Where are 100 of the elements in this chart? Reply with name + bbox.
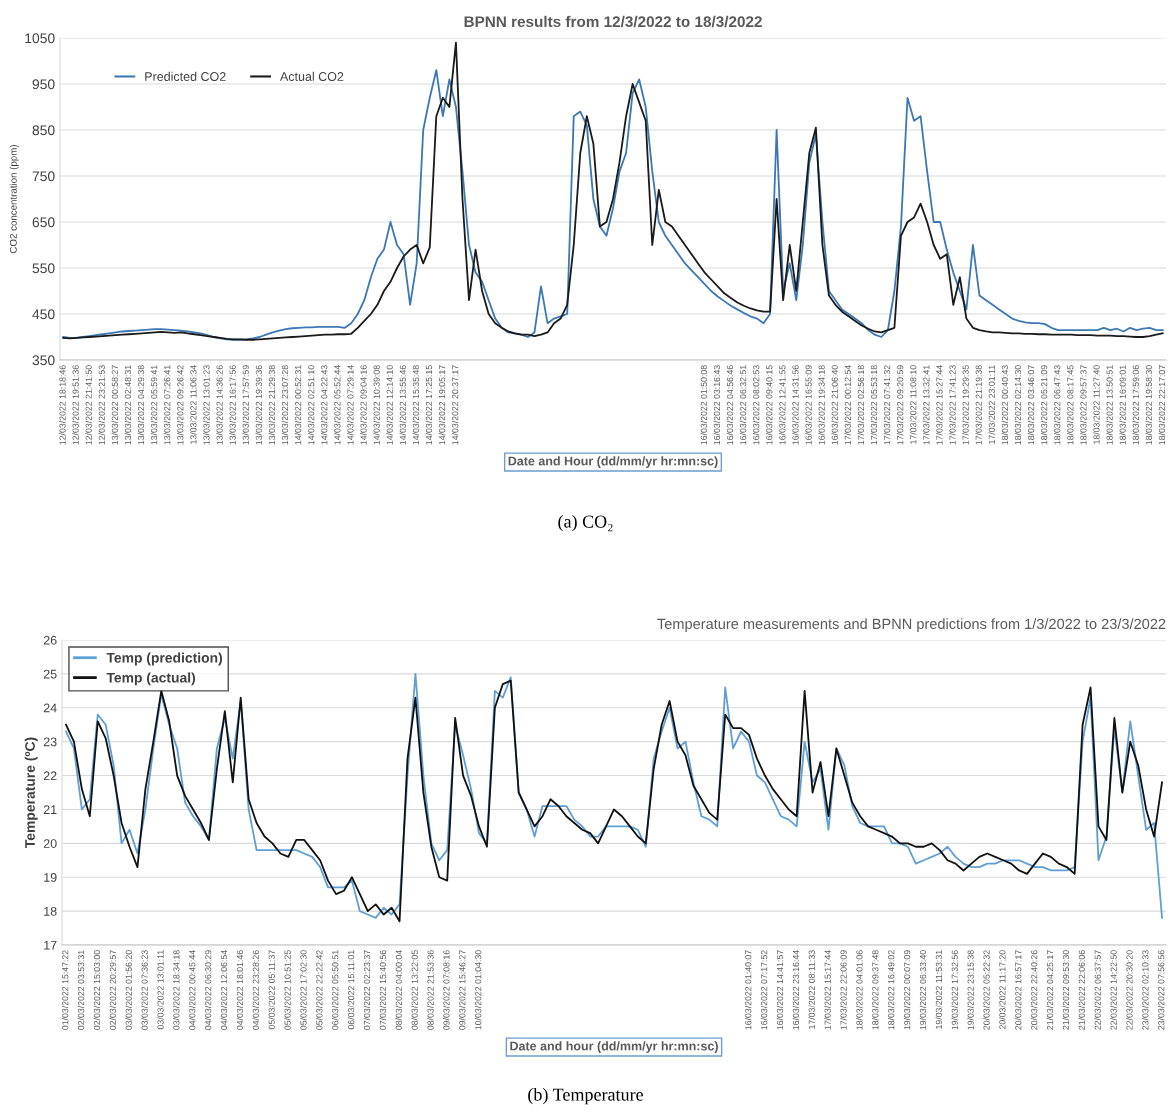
x-tick-label: 03/03/2022 07:36:23 [141,950,148,1030]
x-tick-label: 18/03/2022 13:50:51 [1106,365,1113,445]
y-tick-label: 26 [43,635,57,645]
x-tick-label: 04/03/2022 18:01:46 [236,950,244,1030]
x-tick-label: 12/03/2022 19:51:36 [72,365,79,445]
y-tick-label: 17 [44,940,57,950]
x-tick-label: 05/03/2022 22:22:42 [316,950,323,1030]
x-tick-label: 22/03/2022 06:37:57 [1094,950,1101,1030]
x-tick-label: 17/03/2022 07:41:32 [883,365,891,445]
x-tick-label: 16/03/2022 04:56:46 [726,365,734,445]
x-tick-label: 12/03/2022 18:18:46 [59,365,66,445]
x-tick-label: 13/03/2022 00:58:27 [111,365,118,445]
x-tick-label: 06/03/2022 15:11:01 [347,950,355,1030]
x-tick-label: 16/03/2022 06:32:51 [739,365,747,445]
y-tick-label: 25 [43,669,57,679]
text: (a) CO₂ [558,515,613,532]
chart-title: Temperature measurements and BPNN predictions from 1/3/2022 to 23/3/2022 [657,618,1166,632]
x-tick-label: 13/03/2022 17:57:59 [242,365,249,445]
x-tick-label: 17/03/2022 13:32:41 [923,365,930,445]
x-tick-label: 14/03/2022 02:51:10 [307,365,315,445]
x-tick-label: 19/03/2022 11:53:31 [935,950,942,1029]
x-tick-label: 13/03/2022 05:59:41 [150,365,158,445]
x-tick-label: 17/03/2022 02:56:18 [857,365,865,445]
x-tick-label: 03/03/2022 18:34:18 [173,950,180,1030]
y-tick-label: 850 [32,125,55,136]
x-tick-label: 17/03/2022 19:29:35 [962,365,969,445]
x-tick-label: 10/03/2022 01:04:30 [474,950,482,1030]
x-tick-label: 14/03/2022 12:14:10 [386,365,393,445]
x-tick-label: 16/03/2022 01:40:07 [744,950,752,1030]
x-tick-label: 19/03/2022 23:15:38 [967,950,974,1030]
x-tick-label: 14/03/2022 00:52:31 [294,365,302,445]
x-tick-label: 16/03/2022 19:34:18 [818,365,825,445]
y-tick-label: 24 [43,703,57,713]
x-tick-label: 14/03/2022 13:55:46 [399,365,406,445]
x-tick-label: 21/03/2022 22:06:06 [1078,950,1085,1030]
y-tick-label: 550 [32,263,55,274]
x-tick-label: 22/03/2022 14:22:50 [1110,950,1117,1030]
y-tick-label: 650 [32,217,55,228]
x-tick-label: 13/03/2022 21:29:38 [268,365,276,445]
x-tick-label: 16/03/2022 21:06:40 [831,365,838,445]
x-tick-label: 18/03/2022 22:17:07 [1158,365,1166,445]
x-tick-label: 09/03/2022 07:08:16 [443,950,450,1030]
y-axis-title: Temperature (ºC) [24,737,38,848]
x-tick-label: 12/03/2022 21:41:50 [85,365,92,445]
x-tick-label: 17/03/2022 17:41:23 [949,365,956,445]
x-tick-label: 21/03/2022 04:25:17 [1046,950,1054,1030]
y-tick-label: 20 [43,839,57,848]
x-tick-label: 08/03/2022 13:22:05 [411,950,418,1030]
x-tick-label: 05/03/2022 17:02:30 [300,950,307,1030]
x-tick-label: 05/03/2022 10:51:25 [284,950,291,1030]
y-axis-title: CO2 concentration (ppm) [9,145,19,254]
legend-label: Actual CO2 [279,71,344,81]
x-tick-label: 02/03/2022 15:03:00 [93,950,101,1030]
y-tick-label: 22 [43,771,57,781]
x-tick-label: 18/03/2022 09:57:37 [1080,365,1087,445]
x-tick-label: 14/03/2022 19:05:17 [438,365,446,445]
y-tick-label: 750 [32,171,55,182]
x-tick-label: 16/03/2022 09:40:15 [765,365,773,445]
x-tick-label: 18/03/2022 05:21:09 [1040,365,1048,445]
x-tick-label: 04/03/2022 00:45:44 [188,950,196,1030]
x-tick-label: 17/03/2022 15:27:44 [936,365,943,445]
x-tick-label: 18/03/2022 08:17:45 [1067,365,1074,445]
x-tick-label: 17/03/2022 22:06:09 [840,950,847,1030]
x-tick-label: 08/03/2022 04:00:04 [395,950,402,1030]
x-tick-label: 04/03/2022 23:28:26 [252,950,259,1030]
x-tick-label: 16/03/2022 07:17:52 [760,950,768,1030]
x-tick-label: 19/03/2022 06:33:40 [919,950,927,1030]
x-tick-label: 20/03/2022 05:22:32 [983,950,990,1030]
x-tick-label: 16/03/2022 14:31:56 [792,365,799,445]
x-tick-label: 01/03/2022 15:47:22 [61,950,69,1030]
y-tick-label: 21 [43,805,57,814]
x-tick-label: 23/03/2022 02:10:33 [1142,950,1149,1030]
x-tick-label: 17/03/2022 09:20:59 [896,365,904,445]
x-tick-label: 09/03/2022 15:46:27 [459,950,466,1030]
x-tick-label: 18/03/2022 17:59:06 [1132,365,1139,445]
x-tick-label: 18/03/2022 00:40:43 [1001,365,1009,445]
y-tick-label: 950 [32,79,55,90]
x-tick-label: 16/03/2022 23:16:44 [792,950,800,1030]
x-tick-label: 13/03/2022 11:06:34 [190,365,197,444]
legend-label: Temp (actual) [106,672,196,686]
x-tick-label: 18/03/2022 19:58:30 [1145,365,1152,445]
x-tick-label: 22/03/2022 20:30:20 [1126,950,1133,1030]
chart-title: BPNN results from 12/3/2022 to 18/3/2022 [464,15,762,28]
x-tick-label: 14/03/2022 04:22:43 [320,365,328,445]
x-tick-label: 14/03/2022 07:29:14 [347,365,354,445]
x-tick-label: 16/03/2022 14:41:57 [776,950,784,1030]
x-tick-label: 17/03/2022 15:17:44 [824,950,831,1030]
x-tick-label: 18/03/2022 04:01:06 [856,950,863,1030]
text: (b) Temperature [528,1088,643,1105]
x-tick-label: 14/03/2022 10:39:08 [373,365,380,445]
x-tick-label: 14/03/2022 15:35:48 [412,365,420,445]
x-tick-label: 18/03/2022 16:09:01 [1119,365,1126,445]
x-tick-label: 17/03/2022 05:53:18 [870,365,878,445]
x-tick-label: 03/03/2022 01:56:20 [125,950,132,1030]
x-tick-label: 13/03/2022 14:36:26 [216,365,223,445]
x-tick-label: 20/03/2022 11:17:20 [999,950,1006,1030]
legend-label: Predicted CO2 [145,71,226,81]
y-tick-label: 18 [44,906,57,916]
x-tick-label: 03/03/2022 13:01:11 [157,950,164,1030]
x-tick-label: 13/03/2022 09:26:42 [176,365,184,445]
